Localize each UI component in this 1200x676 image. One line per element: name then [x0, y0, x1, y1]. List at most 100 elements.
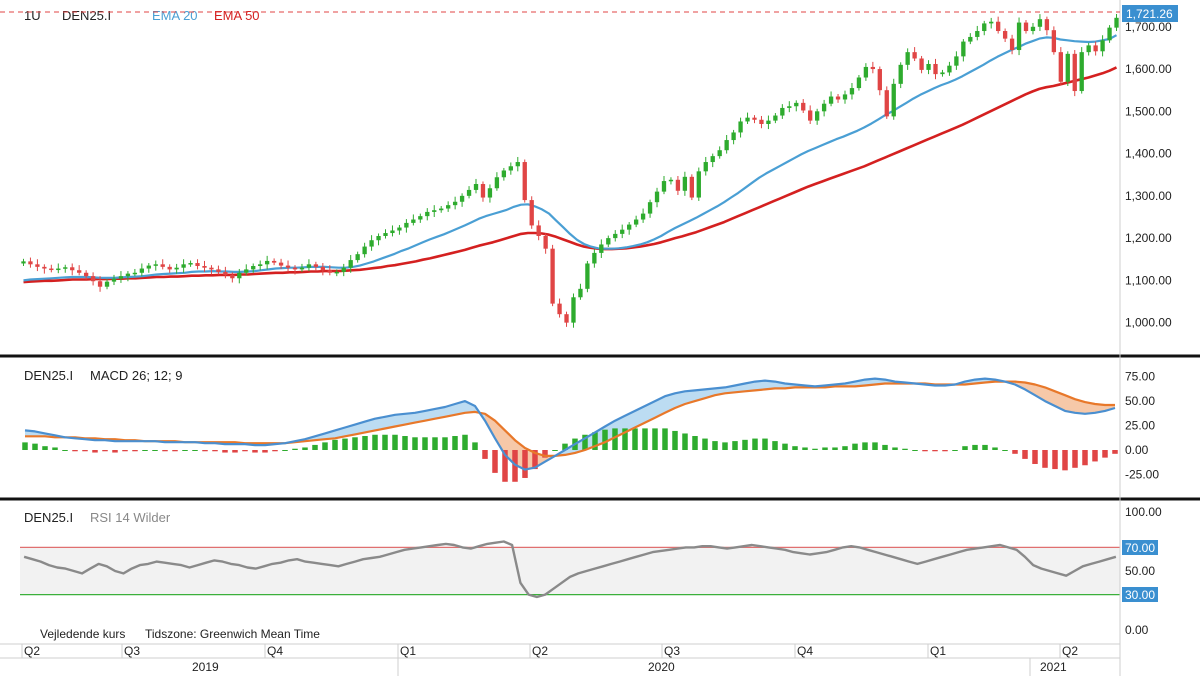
candle-up: [1065, 53, 1070, 82]
candle-down: [285, 265, 291, 268]
macd-histogram-bar: [742, 439, 748, 450]
candle-up: [473, 184, 479, 190]
macd-histogram-bar: [982, 444, 988, 450]
macd-histogram-bar: [612, 428, 618, 450]
candle-up: [592, 252, 597, 264]
ema50-legend[interactable]: EMA 50: [214, 8, 260, 23]
candle-up: [174, 267, 179, 270]
candle-up: [63, 267, 68, 269]
macd-histogram-bar: [562, 443, 568, 450]
candle-up: [842, 94, 848, 100]
price-tick-label: 1,300.00: [1125, 189, 1172, 203]
macd-histogram-bar: [552, 450, 558, 451]
candle-up: [341, 267, 346, 272]
candle-up: [787, 106, 792, 108]
candle-down: [536, 225, 541, 236]
macd-histogram-bar: [392, 434, 398, 450]
macd-histogram-bar: [132, 450, 138, 452]
candle-up: [425, 211, 430, 217]
candle-up: [571, 297, 576, 323]
macd-fill: [1035, 384, 1045, 402]
candle-up: [891, 83, 896, 117]
candle-down: [480, 184, 486, 198]
ema20-legend[interactable]: EMA 20: [152, 8, 198, 23]
price-tick-label: 1,400.00: [1125, 147, 1172, 161]
candle-down: [996, 21, 1001, 32]
candle-down: [550, 248, 555, 304]
candle-up: [821, 103, 827, 112]
macd-histogram-bar: [332, 439, 338, 450]
macd-histogram-bar: [852, 443, 858, 450]
macd-fill: [365, 418, 375, 433]
macd-line: [24, 377, 1116, 471]
macd-histogram-bar: [772, 441, 778, 450]
candle-down: [564, 314, 569, 323]
time-axis: Q2 Q3 Q4 Q1 Q2 Q3 Q4 Q1 Q2 2019 2020 2021: [21, 644, 1078, 676]
macd-histogram-bar: [342, 438, 348, 450]
macd-fill: [465, 401, 475, 413]
candle-down: [167, 266, 172, 270]
macd-fill: [405, 412, 415, 425]
candles: [21, 14, 1119, 328]
price-tick-label: 1,600.00: [1125, 62, 1172, 76]
rsi-label[interactable]: RSI 14 Wilder: [90, 510, 171, 525]
candle-up: [418, 216, 423, 220]
candle-up: [954, 56, 959, 66]
interval-label[interactable]: 1U: [24, 8, 41, 23]
candle-down: [543, 236, 548, 249]
macd-fill: [375, 416, 385, 431]
macd-histogram-bar: [592, 432, 598, 450]
candle-down: [195, 263, 200, 267]
macd-histogram-bar: [832, 447, 838, 450]
candle-up: [717, 150, 722, 157]
candle-up: [780, 107, 785, 116]
quarter-label: Q2: [24, 644, 40, 658]
macd-histogram-bar: [762, 438, 768, 450]
macd-histogram-bar: [642, 428, 648, 450]
macd-fill: [635, 406, 645, 428]
quarter-label: Q1: [930, 644, 946, 658]
candle-up: [724, 140, 729, 151]
macd-signal-line: [25, 380, 1115, 457]
candle-up: [1086, 45, 1091, 53]
ema50-line: [23, 66, 1118, 284]
candle-up: [432, 210, 437, 212]
candle-down: [1002, 31, 1008, 39]
macd-label[interactable]: MACD 26; 12; 9: [90, 368, 183, 383]
candle-up: [898, 64, 903, 84]
macd-histogram-bar: [312, 444, 318, 450]
symbol-label[interactable]: DEN25.I: [62, 8, 111, 23]
quarter-label: Q4: [797, 644, 813, 658]
macd-histogram-bar: [952, 450, 958, 451]
macd-histogram-bar: [942, 450, 948, 452]
macd-histogram-bar: [502, 450, 508, 482]
rsi-band: [20, 547, 1120, 595]
candle-up: [1030, 26, 1036, 32]
candle-up: [21, 261, 26, 264]
macd-histogram-bar: [152, 450, 158, 451]
candle-up: [668, 179, 674, 182]
candle-down: [35, 264, 40, 267]
candle-up: [362, 246, 367, 255]
candle-down: [801, 102, 806, 111]
macd-histogram-bar: [162, 450, 168, 452]
macd-fill: [425, 408, 435, 421]
candle-down: [70, 267, 75, 271]
macd-tick-label: 75.00: [1125, 370, 1155, 384]
candle-up: [654, 191, 660, 203]
candle-up: [452, 201, 458, 206]
macd-histogram-bar: [262, 450, 268, 453]
macd-fill: [1075, 399, 1085, 414]
candle-down: [529, 200, 534, 226]
candle-down: [313, 264, 319, 267]
macd-histogram-bar: [732, 441, 738, 450]
price-tick-label: 1,000.00: [1125, 316, 1172, 330]
macd-histogram-bar: [452, 436, 458, 450]
candle-up: [139, 268, 144, 273]
candle-up: [494, 177, 500, 189]
candle-down: [1072, 53, 1077, 92]
macd-histogram-bar: [882, 444, 888, 450]
macd-histogram-bar: [992, 447, 998, 450]
